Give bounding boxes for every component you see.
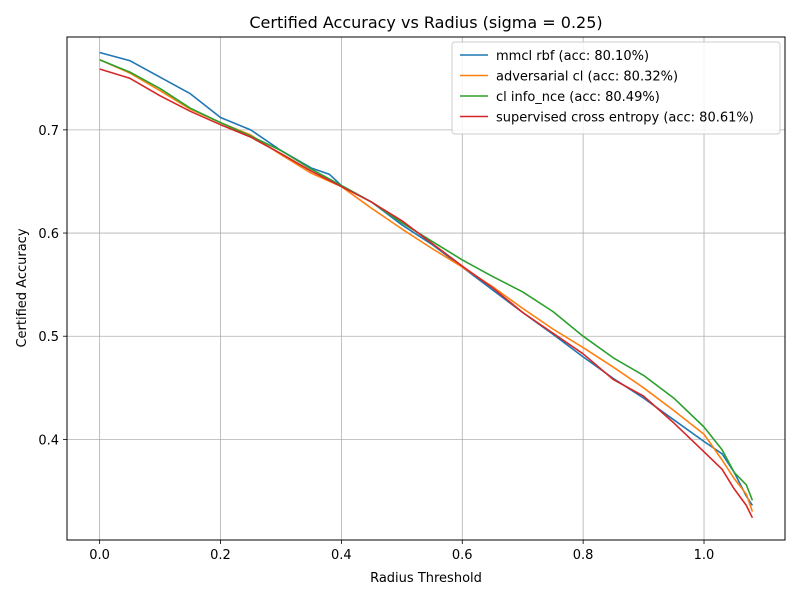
x-tick-label: 0.8 — [573, 548, 594, 563]
y-tick-label: 0.7 — [38, 124, 59, 139]
chart-title: Certified Accuracy vs Radius (sigma = 0.… — [249, 13, 602, 32]
y-axis-label: Certified Accuracy — [15, 228, 30, 347]
x-tick-label: 1.0 — [694, 548, 715, 563]
x-tick-label: 0.0 — [89, 548, 110, 563]
legend: mmcl rbf (acc: 80.10%) adversarial cl (ac… — [451, 41, 781, 135]
axes-frame — [66, 36, 786, 541]
legend-label-1: mmcl rbf (acc: 80.10%) — [496, 49, 649, 64]
legend-label-3: cl info_nce (acc: 80.49%) — [496, 90, 660, 105]
series-line-1 — [99, 51, 754, 506]
series-line-4 — [99, 68, 754, 519]
legend-label-4: supervised cross entropy (acc: 80.61%) — [496, 111, 754, 126]
x-tick-label: 0.6 — [452, 548, 473, 563]
y-tick-label: 0.5 — [38, 330, 59, 345]
y-tick-label: 0.6 — [38, 227, 59, 242]
y-axis-ticks: 0.4 0.5 0.6 0.7 — [38, 124, 67, 448]
y-tick-label: 0.4 — [38, 433, 59, 448]
series-lines — [99, 51, 754, 519]
x-axis-label: Radius Threshold — [370, 571, 482, 586]
x-tick-label: 0.4 — [331, 548, 352, 563]
series-line-3 — [99, 58, 754, 501]
x-axis-ticks: 0.0 0.2 0.4 0.6 0.8 1.0 — [89, 540, 714, 563]
legend-box — [451, 41, 781, 135]
legend-label-2: adversarial cl (acc: 80.32%) — [496, 70, 678, 85]
x-tick-label: 0.2 — [210, 548, 231, 563]
